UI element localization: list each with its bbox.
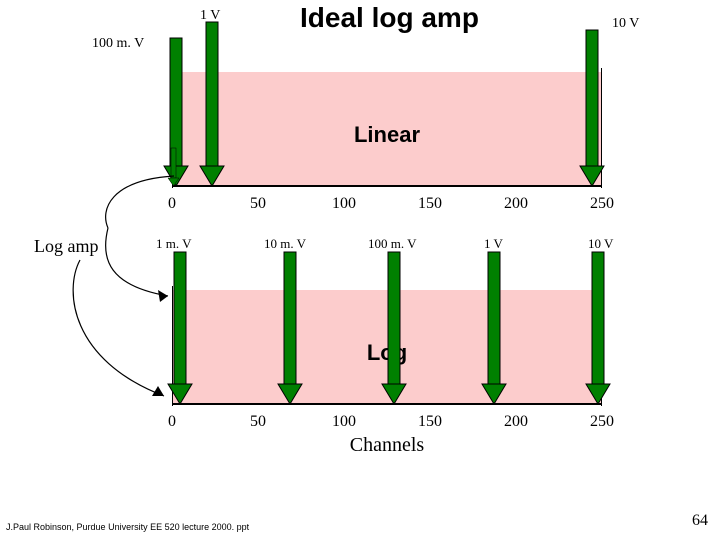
log-tick (172, 286, 173, 406)
arrow-label: 1 V (484, 236, 503, 252)
arrow-label: 100 m. V (92, 36, 144, 52)
log-label: Log (367, 340, 407, 366)
log-amp-label: Log amp (34, 236, 99, 257)
arrow-label: 10 V (588, 236, 613, 252)
arrow-label: 10 m. V (264, 236, 306, 252)
linear-tick-label: 50 (250, 195, 266, 213)
linear-tick (601, 68, 602, 188)
footer-text: J.Paul Robinson, Purdue University EE 52… (6, 522, 249, 532)
arrow-label: 100 m. V (368, 236, 417, 252)
linear-tick (172, 68, 173, 188)
log-tick-label: 200 (504, 413, 528, 431)
log-tick (601, 286, 602, 406)
linear-tick-label: 0 (168, 195, 176, 213)
slide-number: 64 (692, 512, 708, 530)
connector-arrowhead (158, 290, 168, 302)
linear-label: Linear (354, 122, 420, 148)
log-tick-label: 100 (332, 413, 356, 431)
connector-arrowhead (152, 386, 164, 396)
channels-label: Channels (350, 434, 424, 457)
linear-tick-label: 200 (504, 195, 528, 213)
linear-tick-label: 100 (332, 195, 356, 213)
log-tick-label: 250 (590, 413, 614, 431)
linear-axis (172, 185, 602, 187)
log-axis (172, 403, 602, 405)
linear-tick-label: 250 (590, 195, 614, 213)
page-title: Ideal log amp (300, 2, 479, 34)
log-tick-label: 50 (250, 413, 266, 431)
arrow-label: 1 m. V (156, 236, 192, 252)
log-tick-label: 150 (418, 413, 442, 431)
arrow-label: 1 V (200, 8, 220, 24)
connector-curve (73, 260, 164, 396)
connector-curve (106, 176, 174, 228)
log-tick-label: 0 (168, 413, 176, 431)
linear-tick-label: 150 (418, 195, 442, 213)
arrow-label: 10 V (612, 16, 639, 32)
